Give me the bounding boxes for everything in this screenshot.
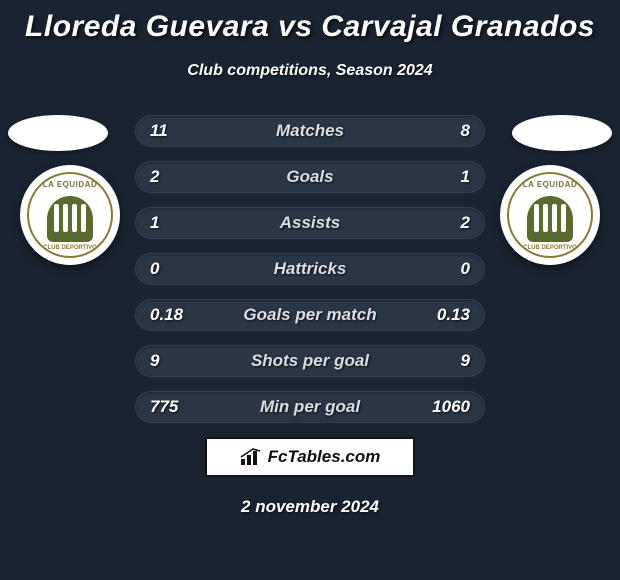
stat-value-right: 1060 (414, 397, 484, 417)
player-photo-left-placeholder (8, 115, 108, 151)
club-pillars-icon (534, 204, 566, 232)
stat-value-right: 0.13 (414, 305, 484, 325)
stat-value-left: 9 (136, 351, 206, 371)
club-sub-right: CLUB DEPORTIVO (509, 245, 591, 251)
stat-label: Goals (206, 167, 414, 187)
stat-value-right: 1 (414, 167, 484, 187)
stat-row: 9Shots per goal9 (135, 345, 485, 377)
brand-box[interactable]: FcTables.com (205, 437, 415, 477)
stat-value-left: 1 (136, 213, 206, 233)
club-badge-right: LA EQUIDAD CLUB DEPORTIVO (500, 165, 600, 265)
club-sub-left: CLUB DEPORTIVO (29, 245, 111, 251)
stat-value-left: 2 (136, 167, 206, 187)
comparison-panel: LA EQUIDAD CLUB DEPORTIVO LA EQUIDAD CLU… (0, 115, 620, 517)
stat-row: 0Hattricks0 (135, 253, 485, 285)
stat-label: Assists (206, 213, 414, 233)
stat-row: 1Assists2 (135, 207, 485, 239)
stats-list: 11Matches82Goals11Assists20Hattricks00.1… (135, 115, 485, 423)
stat-value-right: 9 (414, 351, 484, 371)
stat-label: Goals per match (206, 305, 414, 325)
stat-value-right: 2 (414, 213, 484, 233)
stat-value-left: 0 (136, 259, 206, 279)
stat-value-right: 0 (414, 259, 484, 279)
stat-row: 11Matches8 (135, 115, 485, 147)
club-crest-icon: LA EQUIDAD CLUB DEPORTIVO (507, 172, 593, 258)
stat-value-left: 775 (136, 397, 206, 417)
player-photo-right-placeholder (512, 115, 612, 151)
club-crest-icon: LA EQUIDAD CLUB DEPORTIVO (27, 172, 113, 258)
stat-label: Hattricks (206, 259, 414, 279)
stat-label: Min per goal (206, 397, 414, 417)
subtitle: Club competitions, Season 2024 (0, 62, 620, 80)
stat-value-left: 0.18 (136, 305, 206, 325)
chart-icon (240, 448, 262, 466)
club-name-right: LA EQUIDAD (509, 180, 591, 189)
stat-label: Matches (206, 121, 414, 141)
stat-row: 775Min per goal1060 (135, 391, 485, 423)
page-title: Lloreda Guevara vs Carvajal Granados (0, 0, 620, 44)
stat-row: 2Goals1 (135, 161, 485, 193)
stat-value-left: 11 (136, 121, 206, 141)
club-pillars-icon (54, 204, 86, 232)
club-name-left: LA EQUIDAD (29, 180, 111, 189)
stat-value-right: 8 (414, 121, 484, 141)
stat-row: 0.18Goals per match0.13 (135, 299, 485, 331)
date-label: 2 november 2024 (0, 497, 620, 517)
brand-label: FcTables.com (268, 447, 381, 467)
stat-label: Shots per goal (206, 351, 414, 371)
club-badge-left: LA EQUIDAD CLUB DEPORTIVO (20, 165, 120, 265)
